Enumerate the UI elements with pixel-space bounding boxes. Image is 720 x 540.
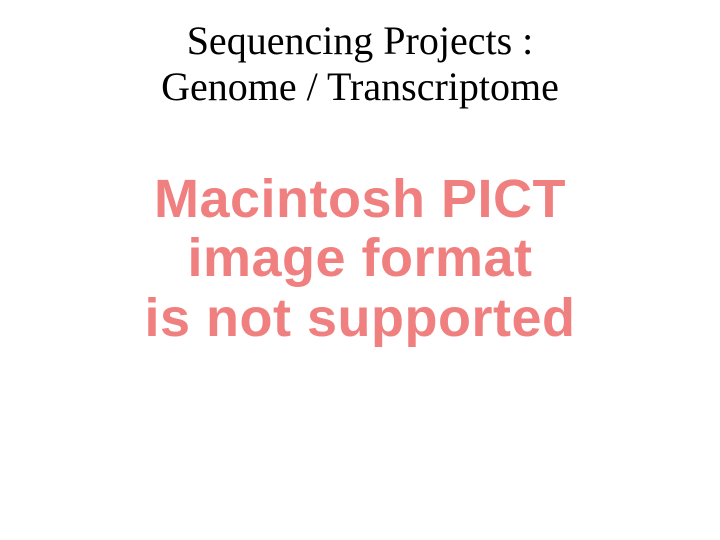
slide-title: Sequencing Projects : Genome / Transcrip… [161, 18, 559, 110]
title-line-2: Genome / Transcriptome [161, 64, 559, 110]
error-line-2: image format [145, 229, 576, 288]
slide-container: Sequencing Projects : Genome / Transcrip… [0, 0, 720, 540]
title-line-1: Sequencing Projects : [161, 18, 559, 64]
error-line-1: Macintosh PICT [145, 170, 576, 229]
error-line-3: is not supported [145, 289, 576, 348]
pict-error-message: Macintosh PICT image format is not suppo… [145, 170, 576, 348]
